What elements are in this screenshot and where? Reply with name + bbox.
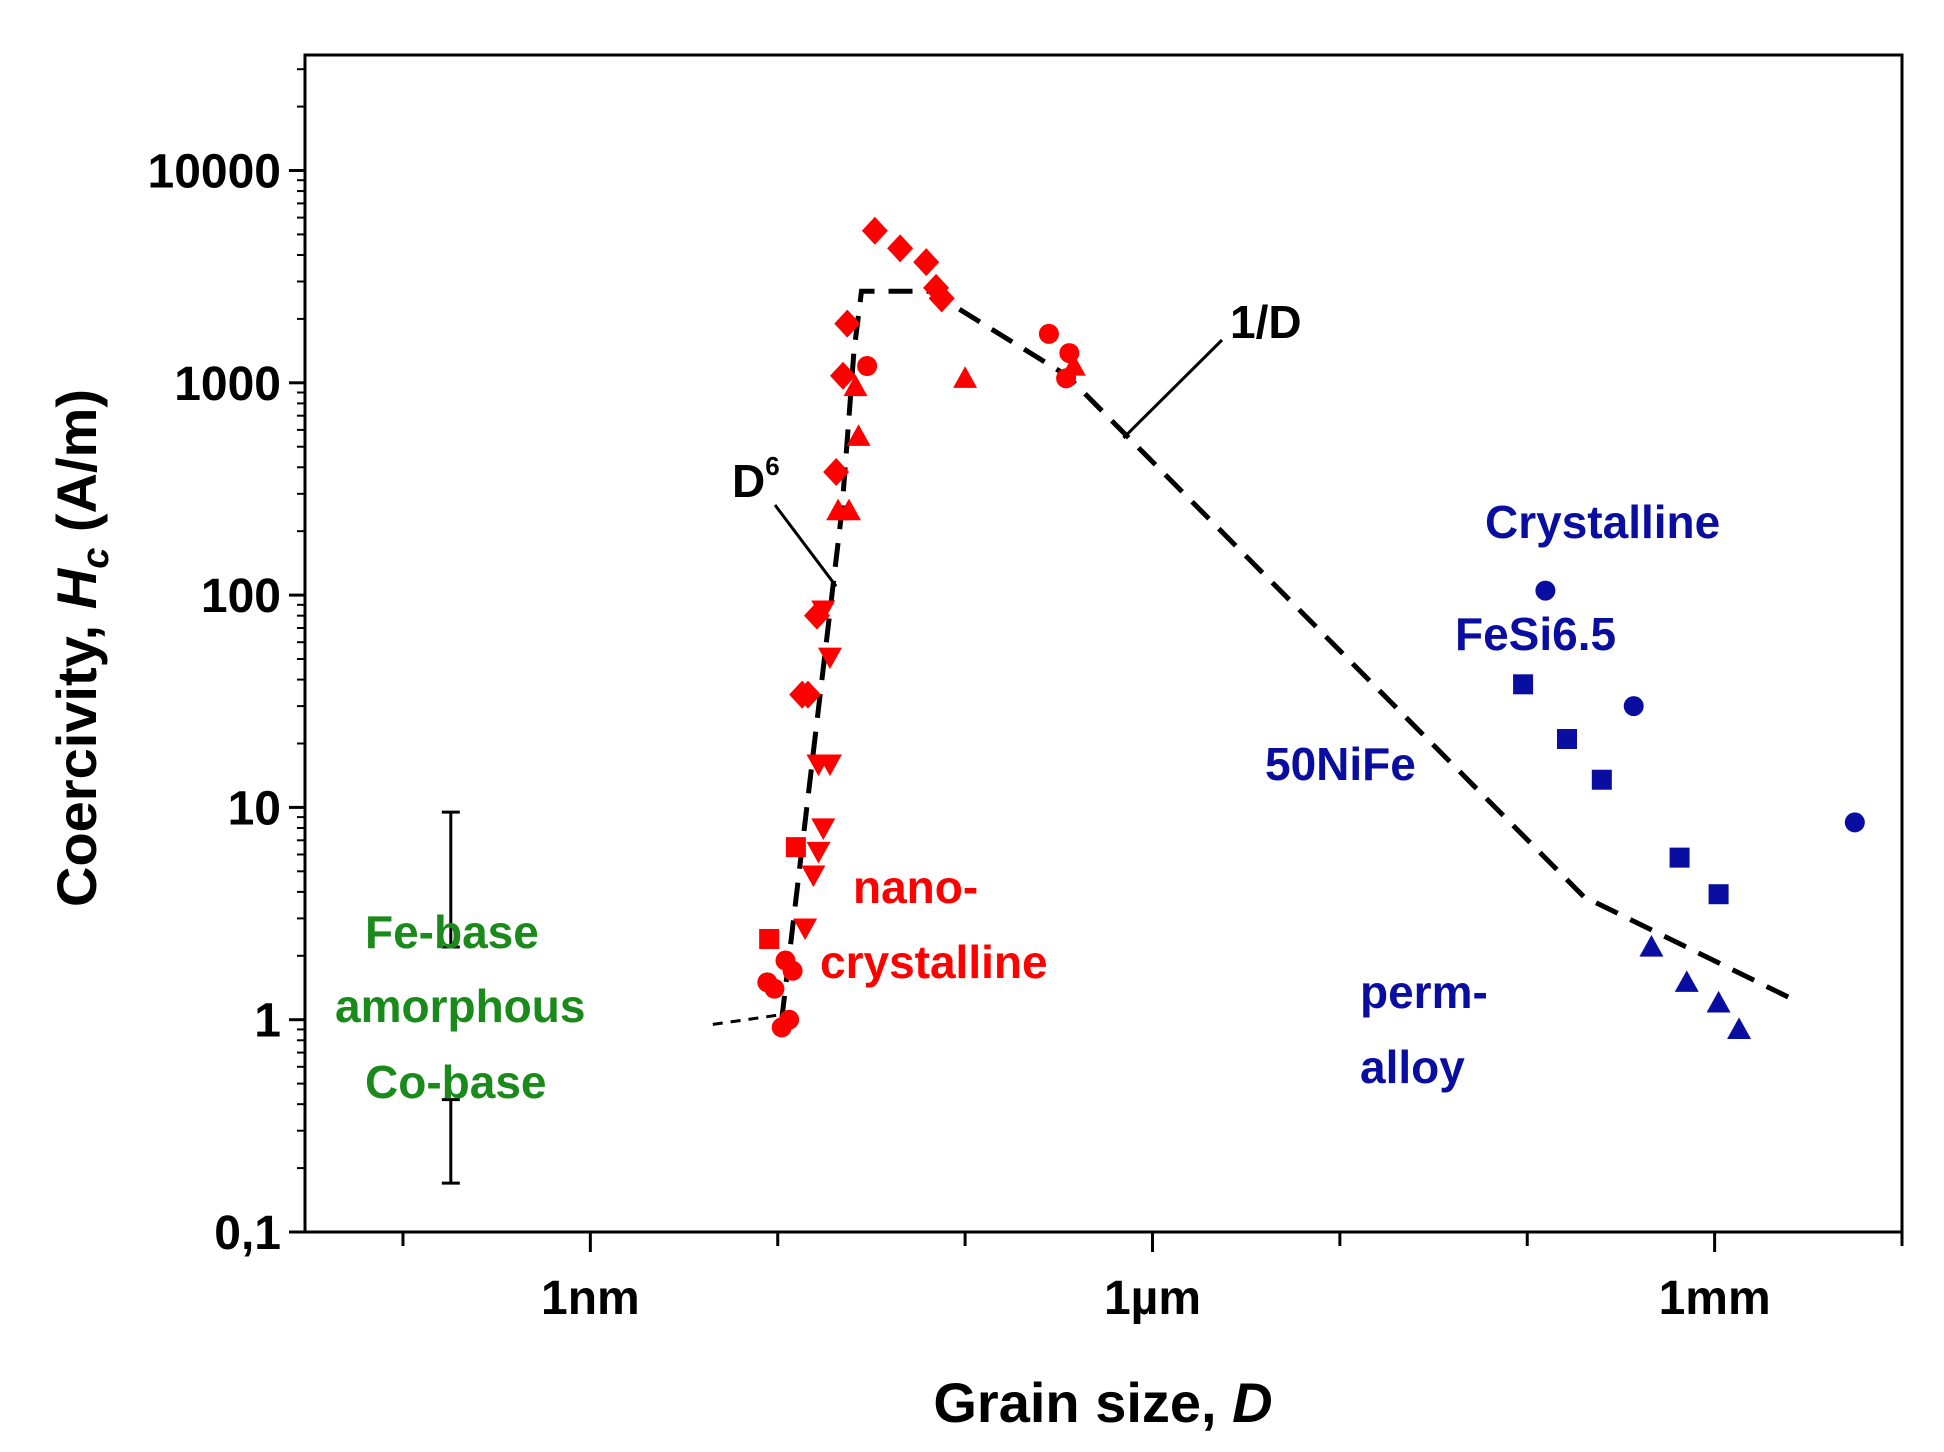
point-nano-triangle-down: [817, 647, 842, 670]
point-nano-triangle-down: [793, 918, 818, 941]
point-nano-circle: [779, 1009, 800, 1030]
point-nano-triangle-down: [806, 841, 831, 864]
plot-frame: [303, 53, 1904, 1234]
annotation-perm-2: alloy: [1360, 1041, 1465, 1093]
point-nano-circle: [1038, 323, 1059, 344]
annotation-nano-2: crystalline: [820, 936, 1048, 988]
point-crystalline-triangle-up: [1706, 990, 1731, 1013]
point-nano-circle: [782, 960, 803, 981]
annotation-co-base: Co-base: [365, 1056, 546, 1108]
point-crystalline-triangle-up: [1727, 1017, 1752, 1040]
x-axis-title-text: Grain size,: [933, 1371, 1232, 1434]
point-crystalline-circle: [1623, 696, 1644, 717]
point-nano-diamond: [834, 309, 861, 338]
y-tick-label: 1000: [174, 358, 281, 411]
annotation-amorphous: amorphous: [335, 980, 585, 1032]
data-points: [757, 216, 1865, 1040]
annotation-crystalline: Crystalline: [1485, 496, 1720, 548]
annotation-fe-base: Fe-base: [365, 906, 539, 958]
y-tick-label: 0,1: [214, 1207, 281, 1260]
point-nano-diamond: [928, 284, 955, 313]
point-crystalline-square: [1513, 674, 1534, 695]
point-nano-triangle-up: [846, 424, 871, 446]
y-axis-title-text: Coercivity,: [45, 609, 108, 907]
y-tick-label: 1: [254, 995, 281, 1048]
y-tick-label: 100: [201, 570, 281, 623]
point-nano-triangle-up: [843, 374, 868, 397]
point-nano-triangle-down: [801, 865, 826, 888]
point-nano-triangle-down: [817, 754, 842, 777]
x-tick-label: 1nm: [541, 1272, 640, 1325]
point-crystalline-square: [1591, 769, 1612, 790]
y-axis-title-sub: c: [75, 548, 117, 569]
x-tick-label: 1µm: [1104, 1272, 1201, 1325]
point-nano-diamond: [861, 216, 888, 245]
x-axis-title: Grain size, D: [933, 1371, 1272, 1434]
point-nano-diamond: [887, 234, 914, 263]
annotation-perm-1: perm-: [1360, 966, 1488, 1018]
point-nano-triangle-down: [811, 600, 836, 623]
leader-one-over-d: [1122, 338, 1224, 439]
y-tick-label: 10: [228, 782, 281, 835]
point-nano-diamond: [913, 248, 940, 277]
point-nano-triangle-up: [836, 498, 861, 521]
annotation-one-over-d: 1/D: [1230, 296, 1302, 348]
y-axis-title-var: H: [45, 567, 108, 609]
point-nano-square: [785, 837, 806, 858]
point-nano-triangle-down: [811, 818, 836, 840]
y-tick-label: 10000: [148, 146, 281, 199]
annotation-d6-sup: 6: [765, 451, 779, 481]
point-crystalline-square: [1557, 728, 1578, 749]
point-nano-triangle-up: [1061, 353, 1086, 376]
x-tick-label: 1mm: [1659, 1272, 1771, 1325]
annotation-nano-1: nano-: [853, 861, 978, 913]
point-nano-square: [759, 928, 780, 949]
point-crystalline-square: [1708, 884, 1729, 905]
point-crystalline-square: [1669, 847, 1690, 868]
range-bars: [441, 810, 460, 1185]
point-crystalline-triangle-up: [1674, 970, 1699, 992]
point-nano-circle: [764, 978, 785, 999]
point-nano-diamond: [829, 361, 856, 390]
y-axis-title: Coercivity, Hc (A/m): [45, 389, 117, 907]
annotation-d6-base: D: [732, 455, 765, 507]
point-crystalline-triangle-up: [1639, 935, 1664, 957]
point-nano-diamond: [823, 458, 850, 487]
point-crystalline-circle: [1535, 580, 1556, 601]
annotation-fesi: FeSi6.5: [1455, 608, 1616, 660]
leader-d6: [773, 504, 838, 588]
trend-line-amorphous-connector: [712, 1013, 778, 1026]
point-nano-triangle-up: [953, 366, 978, 388]
point-crystalline-circle: [1844, 812, 1865, 833]
annotation-d6: D6: [732, 451, 780, 507]
x-axis-title-var: D: [1232, 1371, 1272, 1434]
trend-line-D6_1D: [779, 288, 1794, 1020]
y-axis-title-unit: (A/m): [45, 389, 108, 548]
point-nano-diamond: [794, 680, 821, 709]
annotation-nife: 50NiFe: [1265, 738, 1416, 790]
point-nano-circle: [857, 355, 878, 376]
axes: 0,1 1 10 100 1000 10000 1nm 1µm 1mm: [148, 68, 1904, 1325]
trend-lines: [712, 288, 1794, 1026]
